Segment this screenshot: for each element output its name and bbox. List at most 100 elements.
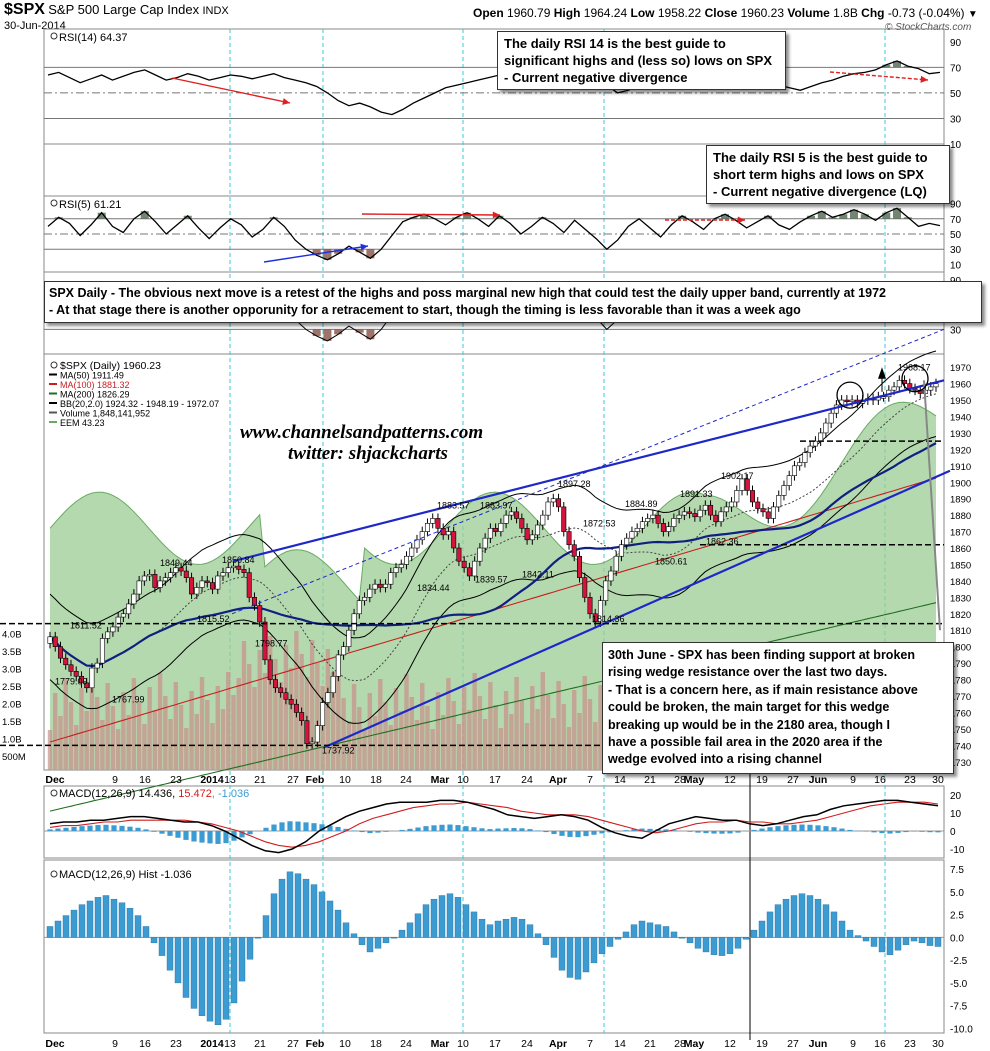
candle-down — [183, 570, 189, 578]
candle-down — [257, 605, 263, 623]
price-tick-label: 1770 — [950, 692, 971, 703]
rsi5-negative-divergence-arrow-head — [737, 216, 745, 224]
price-label: 1850.84 — [222, 555, 255, 565]
x-tick-label-lower: Jun — [809, 1038, 828, 1050]
volume-bar — [215, 686, 220, 770]
price-tick-label: 1900 — [950, 478, 971, 489]
candle-up — [120, 613, 126, 618]
x-tick-label-upper: 10 — [339, 774, 351, 786]
eem-line — [49, 401, 937, 602]
candle-up — [645, 518, 651, 523]
volume-bar — [278, 682, 283, 770]
hist-bar — [62, 915, 70, 938]
volume-bar — [89, 674, 95, 770]
macd-bar — [839, 828, 845, 831]
volume-bar — [252, 687, 257, 770]
volume-bar — [346, 721, 352, 770]
hist-bar — [302, 878, 310, 938]
volume-tick-label: 3.5B — [2, 647, 22, 658]
panel-frame — [43, 859, 945, 1034]
macd-bar — [143, 829, 149, 831]
hist-bar — [134, 915, 142, 938]
volume-bar — [393, 688, 399, 770]
hist-bar — [310, 884, 318, 938]
rsi14-tick-label: 10 — [950, 140, 962, 151]
candle-down — [760, 508, 766, 513]
x-tick-label-lower: 10 — [339, 1038, 351, 1050]
candle-up — [849, 399, 855, 402]
rsi5-overbought-fill — [893, 208, 902, 219]
x-tick-label-upper: 13 — [224, 774, 236, 786]
candle-down — [566, 531, 572, 546]
rsi5-oversold-fill — [355, 249, 364, 253]
price-label: 1883.57 — [437, 501, 470, 511]
macd-tick-label: 0 — [950, 827, 956, 838]
rsi5-overbought-fill — [140, 211, 149, 219]
candle-up — [409, 547, 415, 557]
candle-down — [241, 569, 247, 573]
candle-up — [597, 600, 603, 623]
volume-bar — [157, 673, 163, 770]
macd-bar — [311, 823, 317, 831]
x-tick-label-upper: 10 — [457, 774, 469, 786]
macd-bar — [327, 825, 333, 831]
x-tick-label-lower: 16 — [874, 1038, 886, 1050]
hist-bar — [430, 898, 438, 938]
price-tick-label: 1940 — [950, 412, 971, 423]
macd-bar — [367, 831, 373, 834]
candle-up — [445, 531, 451, 536]
volume-bar — [74, 725, 79, 770]
candle-down — [687, 511, 693, 514]
hist-bar — [670, 931, 678, 938]
candle-up — [367, 588, 373, 598]
hist-bar — [662, 926, 670, 938]
candle-up — [173, 567, 179, 573]
macd-bar — [551, 831, 557, 834]
candle-up — [891, 386, 897, 391]
price-tick-label: 1890 — [950, 495, 971, 506]
candle-up — [807, 445, 813, 453]
macd-bar — [175, 831, 181, 838]
candle-down — [451, 531, 457, 549]
macd-tick-label: -10 — [950, 845, 965, 856]
rsi5-overbought-fill — [420, 214, 429, 219]
volume-bar — [241, 641, 247, 770]
hist-bar — [702, 937, 710, 953]
price-legend-entry: $SPX (Daily) 1960.23 — [60, 360, 161, 372]
hist-bar — [622, 931, 630, 938]
chevron-down-icon[interactable]: ▼ — [967, 9, 978, 20]
candle-up — [718, 511, 724, 523]
volume-tick-label: 4.0B — [2, 630, 22, 641]
price-tick-label: 1970 — [950, 363, 971, 374]
hist-bar — [694, 937, 702, 949]
volume-bar — [530, 686, 535, 770]
rsi5-lower-oversold-fill — [355, 329, 364, 333]
candle-up — [671, 518, 677, 527]
volume-bar — [367, 693, 372, 770]
hist-bar — [158, 937, 166, 956]
rsi5-overbought-fill — [463, 212, 472, 219]
x-tick-label-upper: 18 — [370, 774, 382, 786]
daily-annotation: SPX Daily - The obvious next move is a r… — [44, 281, 982, 323]
candle-down — [283, 692, 289, 700]
candle-up — [141, 575, 147, 582]
volume-bar — [126, 715, 131, 770]
volume-bar — [53, 693, 58, 770]
volume-tick-label: 3.0B — [2, 665, 22, 676]
x-tick-label-lower: 14 — [614, 1038, 626, 1050]
hist-bar — [718, 937, 726, 956]
price-label: 1798.77 — [255, 639, 288, 649]
hist-bar — [478, 918, 486, 938]
volume-bar — [189, 691, 194, 770]
volume-bar — [152, 710, 158, 770]
candle-down — [63, 657, 69, 666]
price-legend-entry: BB(20,2.0) 1924.32 - 1948.19 - 1972.07 — [60, 399, 219, 409]
candle-up — [110, 626, 116, 633]
candle-up — [341, 646, 347, 656]
macd-bar — [215, 831, 221, 844]
macd-bar — [847, 829, 853, 831]
volume-bar — [247, 664, 252, 770]
x-tick-label-lower: 19 — [756, 1038, 768, 1050]
hist-bar — [734, 937, 742, 949]
bollinger-lower — [49, 436, 937, 724]
